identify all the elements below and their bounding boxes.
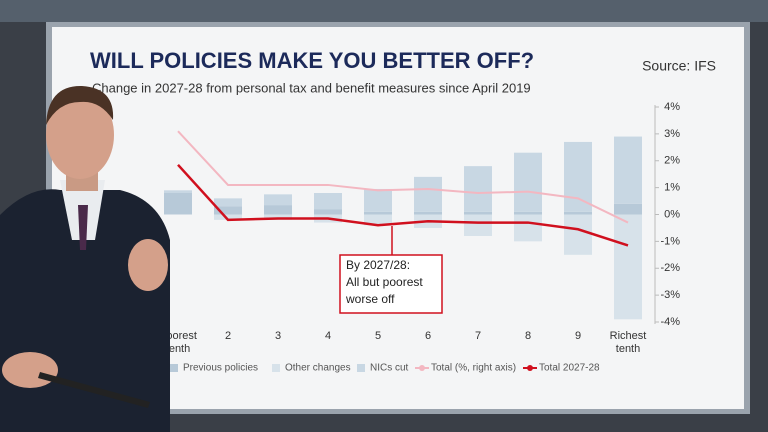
bar-segment — [414, 211, 442, 215]
legend-swatch — [170, 364, 178, 372]
bar-segment — [564, 211, 592, 215]
y-tick-label: 2% — [664, 155, 680, 167]
y-tick-label: 0% — [664, 208, 680, 220]
bar-segment — [364, 188, 392, 212]
x-tick-label: 3 — [274, 330, 282, 342]
legend-swatch — [272, 364, 280, 372]
legend-swatch — [357, 364, 365, 372]
x-tick-label-box: Richest tenth — [609, 330, 647, 355]
bar-segment — [564, 141, 592, 212]
presenter-head — [46, 91, 114, 179]
annotation-line: All but poorest — [346, 275, 423, 289]
annotation-line: By 2027/28: — [346, 258, 410, 272]
presenter-tablet — [38, 372, 150, 408]
x-tick-label-box: 3 — [274, 330, 282, 342]
presenter-hand — [128, 239, 168, 291]
y-tick-label: -2% — [660, 262, 680, 274]
x-tick-label-box: 7 — [474, 330, 482, 342]
x-tick-label: 5 — [374, 330, 382, 342]
bar-segment — [264, 205, 292, 215]
bar-segment — [514, 211, 542, 215]
x-tick-label-box: 2 — [224, 330, 232, 342]
x-tick-label: 4 — [324, 330, 332, 342]
bar-segment — [364, 214, 392, 226]
legend-label: Total 2027-28 — [539, 363, 600, 374]
studio-ceiling — [0, 0, 768, 22]
legend: Previous policies Other changes NICs cut To… — [170, 363, 600, 374]
legend-label: Total (%, right axis) — [431, 363, 516, 374]
bar-segment — [364, 211, 392, 215]
bar-segment — [314, 209, 342, 215]
presenter — [0, 85, 170, 432]
y-tick-label: -4% — [660, 316, 680, 328]
bar-segment — [464, 211, 492, 215]
x-tick-label: 7 — [474, 330, 482, 342]
x-tick-label: 6 — [424, 330, 432, 342]
bar-segment — [214, 206, 242, 215]
annotation-box — [339, 254, 443, 314]
line — [177, 163, 629, 247]
bar-segment — [214, 214, 242, 220]
y-tick-label: 1% — [664, 182, 680, 194]
bar-segment — [264, 214, 292, 220]
legend-label: NICs cut — [370, 363, 409, 374]
y-tick-label: -3% — [660, 289, 680, 301]
bar-segment — [164, 193, 192, 215]
annotation-line: worse off — [345, 292, 395, 306]
bar-segment — [214, 198, 242, 207]
x-tick-label-box: 6 — [424, 330, 432, 342]
presenter-hair — [46, 85, 114, 125]
y-tick-label: -1% — [660, 235, 680, 247]
bar-segment — [614, 214, 642, 320]
x-tick-label: 9 — [574, 330, 582, 342]
bar-segment — [414, 176, 442, 212]
chart-title: WILL POLICIES MAKE YOU BETTER OFF? — [90, 48, 534, 73]
legend-label: Other changes — [285, 363, 351, 374]
source: Source: IFS — [642, 58, 716, 74]
bar-segment — [464, 166, 492, 212]
legend-swatch — [527, 365, 533, 371]
bar-segment — [314, 193, 342, 210]
x-tick-label: 8 — [524, 330, 532, 342]
x-tick-label-box: 5 — [374, 330, 382, 342]
x-tick-label-box: 8 — [524, 330, 532, 342]
bar-segment — [514, 152, 542, 212]
bar-segment — [514, 214, 542, 242]
bar-segment — [264, 194, 292, 206]
presenter-hand — [2, 352, 58, 388]
legend-swatch — [419, 365, 425, 371]
y-tick-label: 3% — [664, 128, 680, 140]
x-tick-label-box: 9 — [574, 330, 582, 342]
x-tick-label: 2 — [224, 330, 232, 342]
line — [177, 130, 629, 224]
bar-segment — [564, 214, 592, 255]
x-tick-label: Richest tenth — [609, 330, 647, 355]
bar-segment — [464, 214, 492, 236]
x-tick-label-box: 4 — [324, 330, 332, 342]
presenter-tie — [78, 205, 88, 250]
bar-segment — [614, 136, 642, 204]
bar-segment — [164, 190, 192, 193]
chart-subtitle: Change in 2027-28 from personal tax and … — [92, 80, 531, 95]
y-tick-label: 4% — [664, 101, 680, 113]
legend-label: Previous policies — [183, 363, 258, 374]
bar-segment — [614, 203, 642, 215]
